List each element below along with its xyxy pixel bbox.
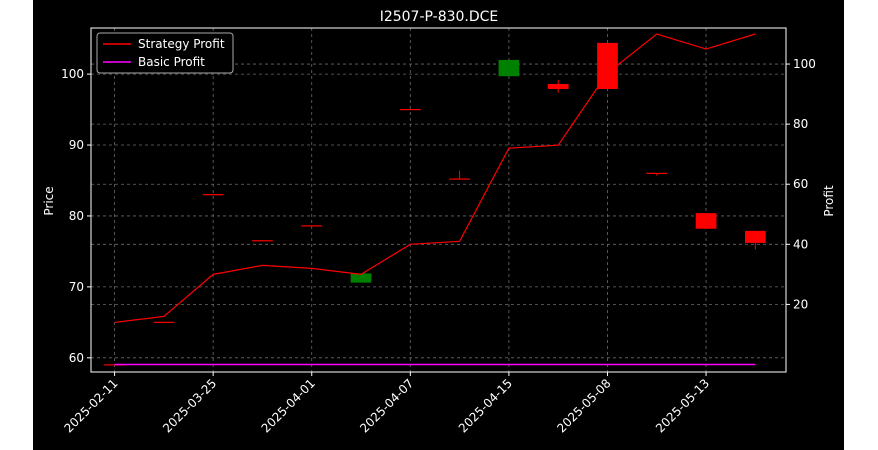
series-line xyxy=(114,33,756,324)
right-axis-label: Profit xyxy=(822,185,836,217)
legend-box xyxy=(96,32,234,74)
plot-frame xyxy=(90,27,787,373)
legend: Strategy Profit Basic Profit xyxy=(96,32,234,74)
candle-body xyxy=(745,230,766,243)
candlesticks xyxy=(104,42,766,366)
candle-body xyxy=(104,364,125,366)
legend-label: Basic Profit xyxy=(138,55,205,69)
left-y-axis: 60 70 80 90 100 xyxy=(61,67,91,365)
profit-lines xyxy=(114,33,756,366)
candle-body xyxy=(202,194,224,196)
left-y-tick-label: 100 xyxy=(61,67,84,81)
legend-label: Strategy Profit xyxy=(138,37,225,51)
left-y-tick-label: 70 xyxy=(69,280,84,294)
candle-body xyxy=(597,42,618,89)
candle-body xyxy=(350,273,372,283)
candle-body xyxy=(153,321,175,323)
right-y-tick-label: 80 xyxy=(793,117,808,131)
candle-body xyxy=(646,172,668,175)
right-y-tick-label: 20 xyxy=(793,297,808,311)
right-y-axis: 20 40 60 80 100 xyxy=(786,57,816,311)
right-y-tick-label: 40 xyxy=(793,237,808,251)
left-y-tick-label: 90 xyxy=(69,138,84,152)
right-y-tick-label: 100 xyxy=(793,57,816,71)
candle-body xyxy=(252,240,273,242)
candle-body xyxy=(695,213,717,229)
candle-body xyxy=(547,84,569,89)
candle-body xyxy=(498,59,520,77)
left-axis-label: Price xyxy=(42,186,56,215)
right-y-tick-label: 60 xyxy=(793,177,808,191)
chart-title: I2507-P-830.DCE xyxy=(380,9,499,25)
left-y-tick-label: 60 xyxy=(69,351,84,365)
candle-body xyxy=(449,178,470,180)
left-y-tick-label: 80 xyxy=(69,209,84,223)
candle-body xyxy=(399,108,421,111)
candle-body xyxy=(301,225,323,227)
